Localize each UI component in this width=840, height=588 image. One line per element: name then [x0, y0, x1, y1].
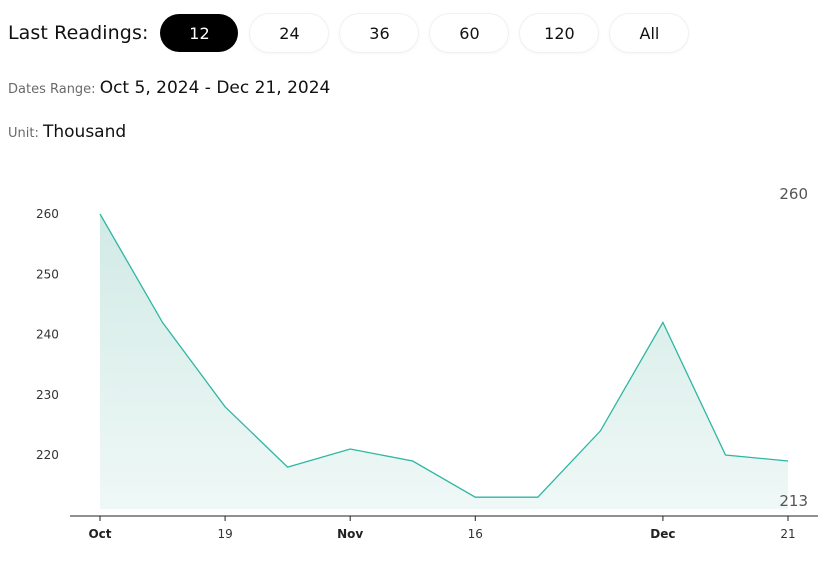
dates-range-value: Oct 5, 2024 - Dec 21, 2024: [99, 78, 331, 98]
y-tick-label: 230: [36, 388, 59, 402]
y-axis-ticks: 220 230 240 250 260: [36, 207, 59, 462]
y-tick-label: 240: [36, 328, 59, 342]
last-readings-label: Last Readings:: [8, 22, 149, 44]
y-tick-label: 220: [36, 448, 59, 462]
unit: Unit: Thousand: [8, 122, 126, 142]
y-tick-label: 250: [36, 267, 59, 281]
unit-label: Unit:: [8, 126, 39, 141]
readings-option-36[interactable]: 36: [340, 14, 419, 52]
dates-range: Dates Range: Oct 5, 2024 - Dec 21, 2024: [8, 78, 330, 98]
x-tick-label: 19: [217, 527, 232, 541]
x-tick-label: Nov: [337, 527, 363, 541]
max-value-label: 260: [779, 185, 808, 203]
readings-options: 12 24 36 60 120 All: [160, 14, 700, 52]
readings-toolbar: Last Readings: 12 24 36 60 120 All: [8, 14, 700, 52]
x-axis-ticks: Oct 19 Nov 16 Dec 21: [88, 516, 796, 541]
chart-series-line: [99, 213, 789, 498]
readings-option-12[interactable]: 12: [160, 14, 239, 52]
x-tick-label: Oct: [88, 527, 111, 541]
chart-area-fill: [100, 214, 788, 509]
unit-value: Thousand: [42, 122, 127, 142]
min-value-label: 213: [779, 492, 808, 510]
y-tick-label: 260: [36, 207, 59, 221]
readings-option-24[interactable]: 24: [250, 14, 329, 52]
readings-option-60[interactable]: 60: [430, 14, 509, 52]
dates-range-label: Dates Range:: [8, 82, 96, 97]
readings-option-120[interactable]: 120: [520, 14, 599, 52]
x-tick-label: 21: [780, 527, 795, 541]
x-tick-label: Dec: [650, 527, 675, 541]
x-tick-label: 16: [468, 527, 483, 541]
readings-option-all[interactable]: All: [610, 14, 689, 52]
